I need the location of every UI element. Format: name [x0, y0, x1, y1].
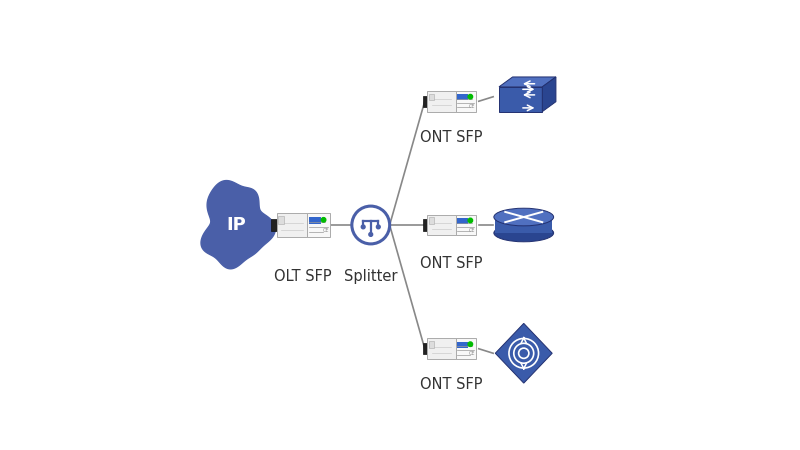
Polygon shape: [499, 77, 556, 87]
Polygon shape: [495, 324, 552, 383]
Ellipse shape: [494, 208, 554, 226]
Circle shape: [468, 94, 473, 99]
Text: CE: CE: [469, 351, 476, 356]
Text: Splitter: Splitter: [344, 269, 398, 284]
FancyBboxPatch shape: [422, 343, 427, 355]
FancyBboxPatch shape: [456, 91, 476, 112]
Text: CE: CE: [469, 104, 476, 109]
Ellipse shape: [494, 224, 554, 242]
Text: IP: IP: [226, 216, 246, 234]
Text: ONT SFP: ONT SFP: [421, 256, 483, 271]
Circle shape: [362, 225, 365, 229]
Text: CE: CE: [322, 228, 329, 234]
FancyBboxPatch shape: [429, 94, 434, 100]
Circle shape: [352, 206, 390, 244]
FancyBboxPatch shape: [429, 217, 434, 224]
FancyBboxPatch shape: [427, 91, 456, 112]
Circle shape: [369, 233, 373, 236]
FancyBboxPatch shape: [309, 217, 321, 224]
Circle shape: [468, 218, 473, 223]
Circle shape: [377, 225, 380, 229]
Text: CE: CE: [469, 228, 476, 233]
Polygon shape: [499, 87, 542, 112]
Polygon shape: [542, 77, 556, 112]
Polygon shape: [495, 217, 552, 233]
FancyBboxPatch shape: [456, 338, 476, 359]
Text: ONT SFP: ONT SFP: [421, 130, 483, 145]
FancyBboxPatch shape: [427, 338, 456, 359]
Polygon shape: [201, 180, 275, 269]
FancyBboxPatch shape: [457, 218, 468, 224]
FancyBboxPatch shape: [271, 219, 277, 231]
Text: OLT SFP: OLT SFP: [274, 269, 332, 284]
FancyBboxPatch shape: [429, 341, 434, 348]
FancyBboxPatch shape: [277, 213, 307, 237]
FancyBboxPatch shape: [456, 215, 476, 235]
FancyBboxPatch shape: [307, 213, 330, 237]
Circle shape: [468, 342, 473, 346]
FancyBboxPatch shape: [422, 219, 427, 231]
FancyBboxPatch shape: [422, 95, 427, 107]
FancyBboxPatch shape: [427, 215, 456, 235]
FancyBboxPatch shape: [457, 342, 468, 348]
Text: ONT SFP: ONT SFP: [421, 377, 483, 392]
FancyBboxPatch shape: [278, 216, 284, 224]
Circle shape: [322, 218, 326, 222]
FancyBboxPatch shape: [457, 94, 468, 100]
